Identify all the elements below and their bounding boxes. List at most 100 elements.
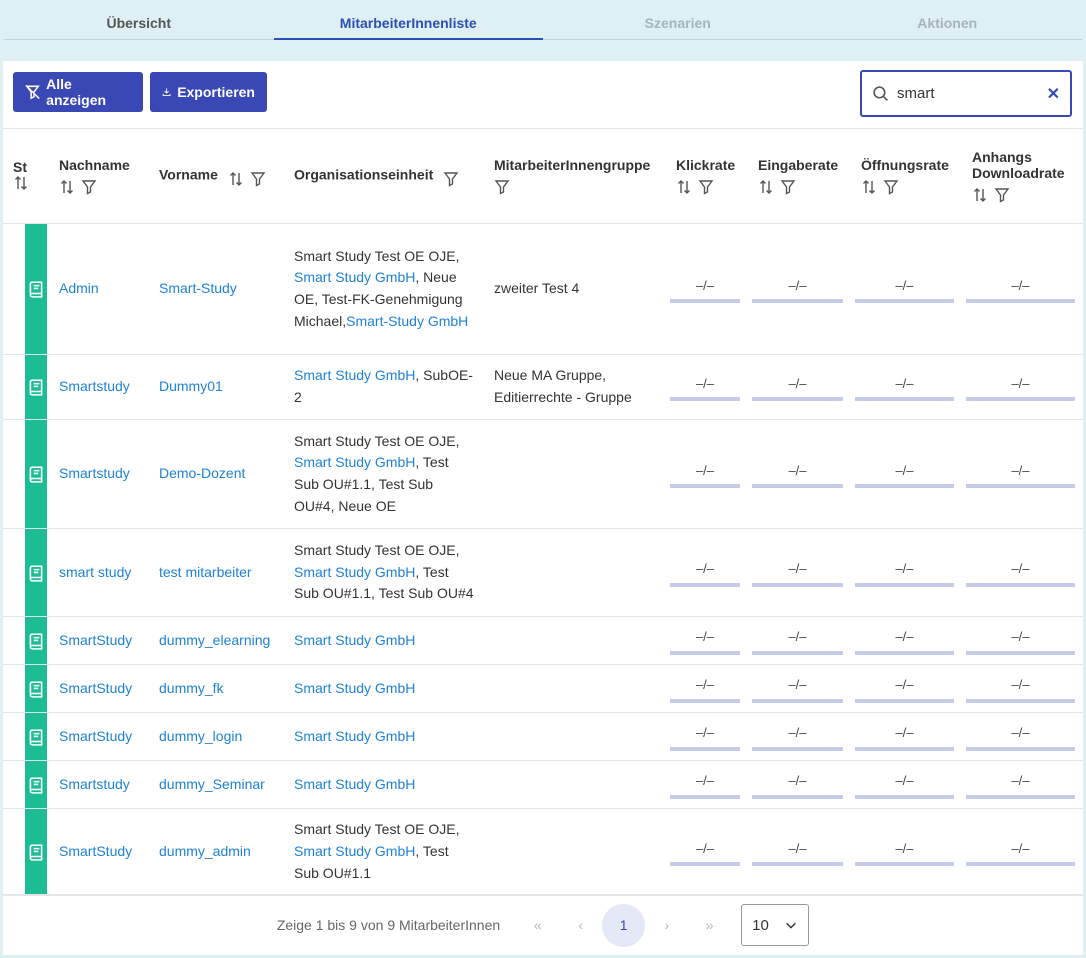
- col-input: Eingaberate: [748, 128, 851, 224]
- group-cell: [484, 808, 666, 896]
- book-icon: [27, 378, 45, 396]
- sort-icon[interactable]: [676, 179, 692, 195]
- click-rate-value: –/–: [670, 460, 740, 489]
- firstname-link[interactable]: Dummy01: [159, 378, 223, 395]
- lastname-link[interactable]: Admin: [59, 280, 99, 297]
- firstname-link[interactable]: test mitarbeiter: [159, 563, 252, 580]
- org-link[interactable]: Smart Study GmbH: [294, 563, 416, 580]
- table-row[interactable]: Smartstudy Dummy01 Smart Study GmbH, SubOE…: [3, 354, 1083, 420]
- show-all-button[interactable]: Alle anzeigen: [13, 72, 143, 112]
- attach-rate-cell: –/–: [962, 712, 1083, 761]
- lastname-link[interactable]: SmartStudy: [59, 631, 133, 648]
- attach-rate-cell: –/–: [962, 616, 1083, 665]
- group-cell: [484, 616, 666, 665]
- firstname-link[interactable]: dummy_login: [159, 727, 243, 744]
- org-cell: Smart Study GmbH: [284, 760, 484, 809]
- group-text: zweiter Test 4: [494, 280, 580, 297]
- table-row[interactable]: smart study test mitarbeiter Smart Study T…: [3, 528, 1083, 617]
- table-row[interactable]: Admin Smart-Study Smart Study Test OE OJE,…: [3, 223, 1083, 355]
- close-icon[interactable]: ✕: [1046, 85, 1060, 103]
- org-link[interactable]: Smart-Study GmbH: [346, 312, 469, 329]
- table-row[interactable]: SmartStudy dummy_fk Smart Study GmbH –/– –/–…: [3, 664, 1083, 713]
- lastname-link[interactable]: SmartStudy: [59, 843, 133, 860]
- org-link[interactable]: Smart Study GmbH: [294, 843, 416, 860]
- org-text: , SubOE-2: [294, 367, 473, 405]
- sort-icon[interactable]: [972, 187, 988, 203]
- sort-icon[interactable]: [861, 179, 877, 195]
- filter-icon[interactable]: [994, 187, 1010, 203]
- sort-icon[interactable]: [228, 171, 244, 187]
- export-button[interactable]: Exportieren: [150, 72, 267, 112]
- prev-page-button[interactable]: ‹: [578, 917, 583, 933]
- click-rate-cell: –/–: [666, 223, 748, 355]
- org-text: , Test Sub OU#1.1, Test Sub OU#4, Neue O…: [294, 454, 449, 514]
- filter-icon[interactable]: [883, 179, 899, 195]
- filter-icon[interactable]: [494, 179, 510, 195]
- open-rate-value: –/–: [855, 373, 954, 402]
- lastname-link[interactable]: Smartstudy: [59, 775, 130, 792]
- col-attach-label-1: Anhangs: [972, 149, 1032, 165]
- page-1-button[interactable]: 1: [602, 903, 646, 947]
- lastname-cell: Smartstudy: [49, 419, 149, 529]
- search-input[interactable]: [897, 85, 1039, 102]
- last-page-button[interactable]: »: [705, 917, 714, 933]
- lastname-link[interactable]: Smartstudy: [59, 465, 130, 482]
- table-row[interactable]: SmartStudy dummy_login Smart Study GmbH –/–…: [3, 712, 1083, 761]
- table-row[interactable]: Smartstudy Demo-Dozent Smart Study Test OE…: [3, 419, 1083, 529]
- sort-icon[interactable]: [13, 175, 29, 191]
- org-link[interactable]: Smart Study GmbH: [294, 679, 416, 696]
- firstname-link[interactable]: Demo-Dozent: [159, 465, 246, 482]
- table-row[interactable]: SmartStudy dummy_elearning Smart Study Gmb…: [3, 616, 1083, 665]
- filter-icon[interactable]: [443, 171, 459, 187]
- tab-mitarbeiterinnenliste[interactable]: MitarbeiterInnenliste: [273, 0, 543, 40]
- sort-icon[interactable]: [59, 179, 75, 195]
- table-row[interactable]: SmartStudy dummy_admin Smart Study Test OE…: [3, 808, 1083, 896]
- firstname-link[interactable]: dummy_fk: [159, 679, 224, 696]
- org-link[interactable]: Smart Study GmbH: [294, 454, 416, 471]
- firstname-link[interactable]: Smart-Study: [159, 280, 237, 297]
- tab-aktionen[interactable]: Aktionen: [917, 15, 978, 31]
- first-page-button[interactable]: «: [533, 917, 542, 933]
- rows-per-page-select[interactable]: 10: [741, 904, 810, 946]
- input-rate-value: –/–: [752, 722, 843, 751]
- search-icon: [873, 86, 888, 101]
- input-rate-cell: –/–: [748, 712, 851, 761]
- status-indicator: [25, 665, 47, 712]
- firstname-link[interactable]: dummy_admin: [159, 843, 251, 860]
- input-rate-cell: –/–: [748, 223, 851, 355]
- lastname-link[interactable]: SmartStudy: [59, 727, 133, 744]
- sort-icon[interactable]: [758, 179, 774, 195]
- filter-icon[interactable]: [81, 179, 97, 195]
- lastname-link[interactable]: Smartstudy: [59, 378, 130, 395]
- org-link[interactable]: Smart Study GmbH: [294, 269, 416, 286]
- attach-rate-cell: –/–: [962, 354, 1083, 420]
- org-link[interactable]: Smart Study GmbH: [294, 631, 416, 648]
- filter-icon[interactable]: [250, 171, 266, 187]
- col-open: Öffnungsrate: [851, 128, 962, 224]
- org-cell: Smart Study Test OE OJE, Smart Study Gmb…: [284, 223, 484, 355]
- org-link[interactable]: Smart Study GmbH: [294, 775, 416, 792]
- lastname-link[interactable]: smart study: [59, 563, 132, 580]
- firstname-link[interactable]: dummy_elearning: [159, 631, 271, 648]
- open-rate-cell: –/–: [851, 616, 962, 665]
- tab-szenarien[interactable]: Szenarien: [644, 15, 711, 31]
- lastname-link[interactable]: SmartStudy: [59, 679, 133, 696]
- status-cell: [3, 528, 49, 617]
- filter-icon[interactable]: [698, 179, 714, 195]
- book-icon: [27, 564, 45, 582]
- next-page-button[interactable]: ›: [664, 917, 669, 933]
- org-link[interactable]: Smart Study GmbH: [294, 727, 416, 744]
- org-cell: Smart Study Test OE OJE, Smart Study Gmb…: [284, 528, 484, 617]
- table-row[interactable]: Smartstudy dummy_Seminar Smart Study GmbH –…: [3, 760, 1083, 809]
- tab-uebersicht[interactable]: Übersicht: [106, 15, 172, 31]
- org-text: , Neue OE, Test-FK-Genehmigung Michael,: [294, 269, 463, 329]
- filter-icon[interactable]: [780, 179, 796, 195]
- status-indicator: [25, 761, 47, 808]
- firstname-link[interactable]: dummy_Seminar: [159, 775, 265, 792]
- input-rate-value: –/–: [752, 460, 843, 489]
- firstname-cell: dummy_admin: [149, 808, 284, 896]
- col-attach-label-2: Downloadrate: [972, 165, 1065, 181]
- input-rate-cell: –/–: [748, 616, 851, 665]
- org-link[interactable]: Smart Study GmbH: [294, 367, 416, 384]
- group-cell: [484, 528, 666, 617]
